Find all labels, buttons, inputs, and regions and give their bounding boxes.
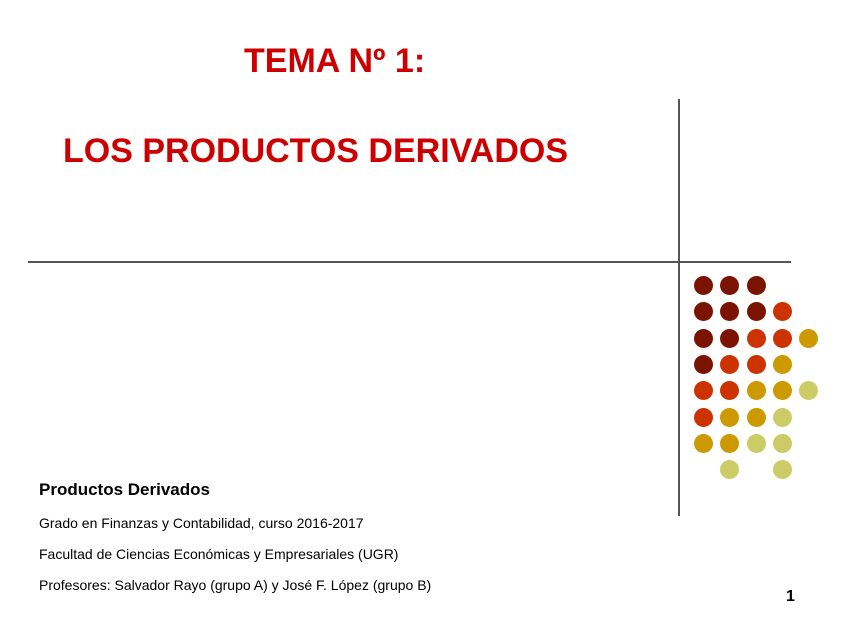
decorative-dot: [799, 328, 819, 348]
decorative-dot: [694, 381, 713, 401]
decorative-dot: [746, 381, 766, 401]
decorative-dot: [772, 407, 792, 427]
decorative-dot: [772, 433, 792, 453]
decorative-dot: [746, 302, 766, 322]
decorative-dot: [720, 354, 740, 374]
decorative-dot: [694, 302, 713, 322]
decorative-dot: [772, 381, 792, 401]
vertical-divider: [678, 99, 680, 516]
decorative-dot: [720, 328, 740, 348]
decorative-dot: [746, 354, 766, 374]
decorative-dot: [746, 407, 766, 427]
decorative-dot: [720, 460, 740, 480]
decorative-dot: [746, 433, 766, 453]
decorative-dot: [772, 302, 792, 322]
horizontal-divider: [28, 261, 791, 263]
degree-line: Grado en Finanzas y Contabilidad, curso …: [39, 515, 364, 531]
decorative-dot: [694, 328, 713, 348]
decorative-dot: [772, 460, 792, 480]
faculty-line: Facultad de Ciencias Económicas y Empres…: [39, 546, 399, 562]
professors-line: Profesores: Salvador Rayo (grupo A) y Jo…: [39, 577, 432, 593]
decorative-dot: [694, 407, 713, 427]
page-number: 1: [786, 588, 795, 605]
decorative-dot: [720, 276, 740, 295]
decorative-dot: [746, 276, 766, 295]
slide-title-line1: TEMA Nº 1:: [244, 42, 426, 80]
decorative-dot: [799, 381, 819, 401]
decorative-dot: [772, 328, 792, 348]
course-name: Productos Derivados: [39, 480, 210, 499]
decorative-dot: [694, 276, 713, 295]
decorative-dot: [772, 354, 792, 374]
decorative-dot: [720, 407, 740, 427]
decorative-dot: [720, 302, 740, 322]
decorative-dot: [694, 433, 713, 453]
decorative-dot: [694, 354, 713, 374]
decorative-dot: [720, 433, 740, 453]
slide-title-line2: LOS PRODUCTOS DERIVADOS: [63, 132, 569, 170]
decorative-dot: [720, 381, 740, 401]
decorative-dot: [746, 328, 766, 348]
